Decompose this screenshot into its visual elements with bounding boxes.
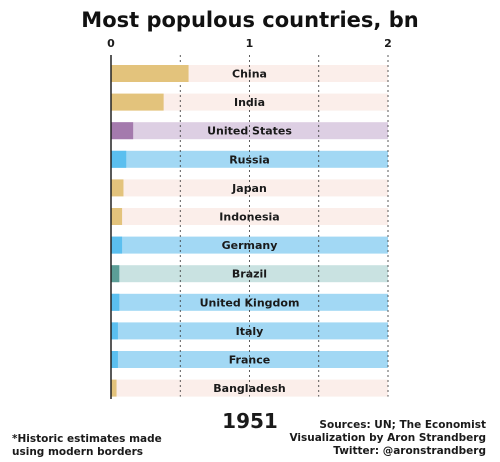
credits-line: Sources: UN; The Economist: [319, 419, 486, 431]
bar: [111, 322, 118, 340]
x-tick-label: 1: [246, 37, 254, 50]
category-label: United Kingdom: [200, 296, 300, 309]
category-label: Russia: [229, 153, 270, 166]
footnote: *Historic estimates made using modern bo…: [12, 433, 192, 459]
category-label: France: [229, 354, 270, 367]
bar: [111, 293, 120, 311]
bar: [111, 208, 123, 225]
bar: [111, 150, 127, 168]
year-label: 1951: [222, 409, 278, 433]
x-tick-label: 0: [107, 37, 115, 50]
bar-track: [111, 179, 388, 197]
chart-title: Most populous countries, bn: [81, 8, 418, 32]
credits: Sources: UN; The Economist Visualization…: [289, 419, 486, 459]
bar: [111, 122, 134, 140]
category-label: Italy: [236, 325, 264, 338]
credits-line: Twitter: @aronstrandberg: [333, 445, 486, 458]
bar: [111, 93, 164, 111]
bar: [111, 179, 124, 197]
credits-line: Visualization by Aron Strandberg: [289, 432, 486, 445]
category-label: China: [232, 68, 267, 81]
category-label: Brazil: [232, 268, 267, 281]
category-label: Bangladesh: [213, 382, 285, 395]
bar: [111, 65, 189, 82]
bar: [111, 351, 118, 368]
x-tick-label: 2: [384, 37, 392, 50]
category-label: Japan: [231, 182, 267, 195]
category-label: United States: [207, 125, 292, 138]
footnote-line: using modern borders: [12, 446, 144, 458]
bar-track: [111, 379, 388, 397]
category-label: Germany: [222, 239, 278, 252]
bar: [111, 379, 117, 397]
category-label: India: [234, 96, 265, 109]
footnote-line: *Historic estimates made: [12, 433, 162, 445]
bar: [111, 236, 123, 254]
bar-track: [111, 265, 388, 283]
category-label: Indonesia: [219, 211, 279, 224]
bar: [111, 265, 120, 283]
